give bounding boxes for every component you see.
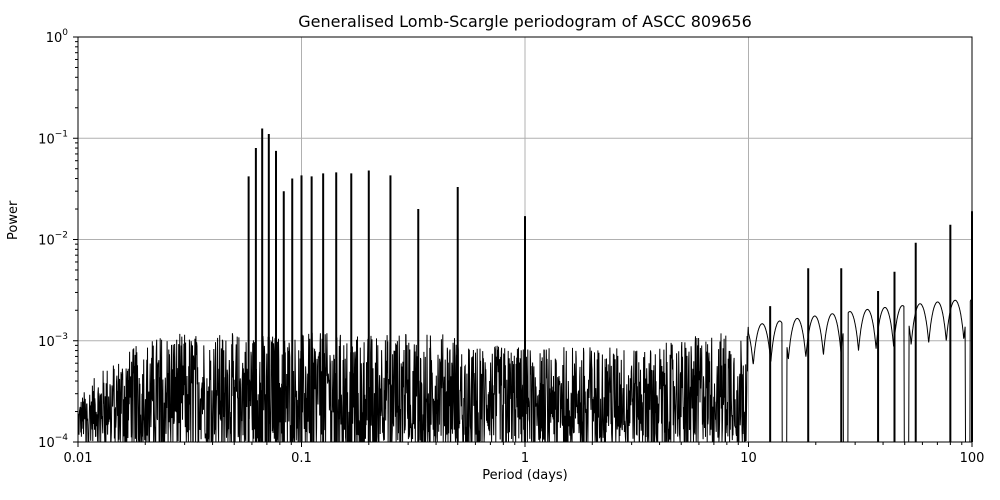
y-tick-label: 10−3 xyxy=(38,332,68,350)
chart-title: Generalised Lomb-Scargle periodogram of … xyxy=(298,12,752,31)
x-tick-label: 0.01 xyxy=(64,451,93,466)
x-tick-label: 10 xyxy=(740,451,757,466)
x-tick-label: 100 xyxy=(960,451,985,466)
y-tick-label: 100 xyxy=(46,28,69,46)
y-tick-label: 10−2 xyxy=(38,231,68,249)
x-tick-label: 1 xyxy=(521,451,529,466)
x-axis-label: Period (days) xyxy=(482,468,568,483)
y-tick-label: 10−4 xyxy=(38,433,68,451)
y-axis-label: Power xyxy=(6,200,21,240)
y-tick-label: 10−1 xyxy=(38,129,68,147)
x-tick-label: 0.1 xyxy=(291,451,312,466)
